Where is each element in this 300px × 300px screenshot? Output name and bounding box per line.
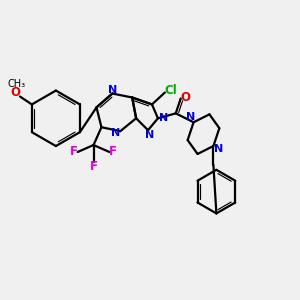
Text: O: O <box>10 86 20 99</box>
Text: N: N <box>146 130 154 140</box>
Text: N: N <box>111 128 120 138</box>
Text: N: N <box>159 113 169 123</box>
Text: F: F <box>89 160 98 173</box>
Text: N: N <box>186 112 195 122</box>
Text: N: N <box>108 85 117 94</box>
Text: O: O <box>181 91 191 104</box>
Text: Cl: Cl <box>164 84 177 97</box>
Text: F: F <box>70 146 78 158</box>
Text: F: F <box>109 146 117 158</box>
Text: N: N <box>214 144 223 154</box>
Text: CH₃: CH₃ <box>8 79 26 88</box>
